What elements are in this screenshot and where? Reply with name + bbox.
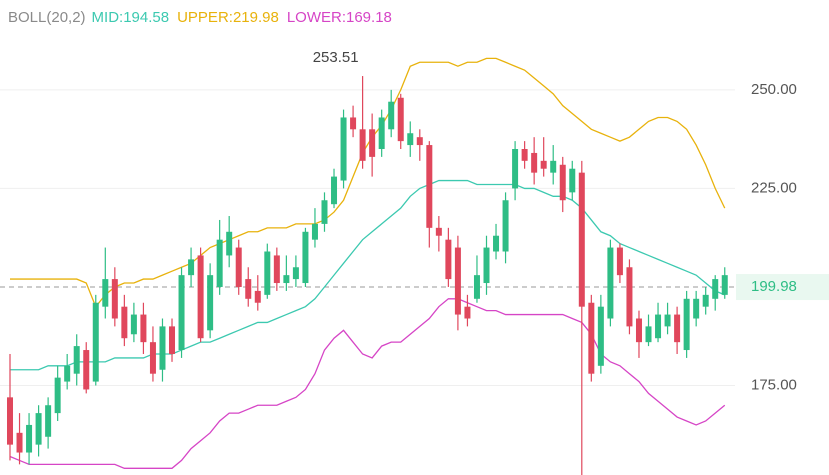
candle-body	[311, 223, 318, 240]
candle-body	[64, 365, 71, 382]
candle-body	[340, 117, 347, 181]
candle-body	[445, 239, 452, 280]
candle-body	[712, 279, 719, 299]
candle-body	[702, 294, 709, 307]
current-price-badge	[736, 274, 829, 301]
candle-body	[597, 306, 604, 366]
candle-body	[588, 302, 595, 374]
y-tick-label: 175.00	[751, 376, 797, 393]
candle-body	[159, 326, 166, 370]
candle-body	[616, 247, 623, 276]
indicator-label: BOLL(20,2)	[8, 9, 86, 26]
candle-body	[188, 259, 195, 276]
candle-body	[607, 247, 614, 319]
y-tick-label: 250.00	[751, 81, 797, 98]
candle-body	[54, 377, 61, 414]
candle-body	[321, 200, 328, 224]
candle-body	[635, 318, 642, 343]
candle-body	[283, 275, 290, 284]
candle-body	[454, 247, 461, 315]
candle-body	[254, 290, 261, 303]
candle-body	[626, 267, 633, 327]
band-line	[10, 57, 726, 308]
high-label: 253.51	[313, 49, 359, 66]
candle-body	[540, 160, 547, 169]
candle-body	[388, 101, 395, 130]
candle-body	[331, 176, 338, 205]
candle-body	[207, 275, 214, 331]
candle-body	[531, 152, 538, 173]
candle-body	[302, 231, 309, 284]
candle-body	[655, 314, 662, 339]
candle-body	[35, 413, 42, 445]
candle-body	[111, 279, 118, 319]
candle-body	[359, 129, 366, 161]
candle-body	[435, 227, 442, 236]
candle-body	[140, 314, 147, 343]
band-line	[9, 298, 726, 469]
candle-body	[473, 275, 480, 299]
candle-body	[292, 267, 299, 280]
candle-body	[92, 302, 99, 382]
candle-body	[416, 137, 423, 146]
candle-body	[693, 298, 700, 319]
candle-body	[16, 432, 23, 453]
candle-body	[407, 133, 414, 146]
candle-body	[149, 342, 156, 374]
candle-body	[578, 172, 585, 307]
candle-body	[550, 160, 557, 173]
candle-body	[102, 279, 109, 307]
candle-body	[512, 149, 519, 189]
legend-entry: UPPER:219.98	[177, 9, 279, 26]
candle-body	[569, 168, 576, 193]
candle-body	[683, 298, 690, 351]
candle-body	[664, 314, 671, 327]
legend-entry: MID:194.58	[92, 9, 170, 26]
candle-body	[559, 164, 566, 201]
candle-body	[397, 97, 404, 142]
candle-body	[521, 149, 528, 161]
candle-body	[369, 129, 376, 157]
candle-body	[83, 350, 90, 390]
candle-body	[216, 239, 223, 287]
candle-body	[721, 275, 728, 295]
candle-body	[121, 306, 128, 339]
candle-body	[426, 145, 433, 228]
candle-body	[130, 314, 137, 335]
candle-body	[493, 235, 500, 252]
candle-body	[483, 247, 490, 284]
candle-body	[235, 247, 242, 287]
y-tick-label: 225.00	[751, 179, 797, 196]
band-line	[10, 179, 725, 371]
candle-body	[169, 326, 176, 354]
candle-body	[197, 255, 204, 339]
candle-body	[464, 306, 471, 319]
candle-body	[645, 326, 652, 343]
candle-body	[674, 314, 681, 343]
candle-body	[178, 275, 185, 351]
candle-body	[45, 405, 52, 437]
candle-body	[226, 231, 233, 256]
candle-body	[26, 424, 33, 453]
candle-body	[264, 251, 271, 295]
candle-body	[245, 279, 252, 299]
candle-body	[73, 346, 80, 374]
candle-body	[378, 117, 385, 150]
candle-body	[502, 200, 509, 252]
legend-entry: LOWER:169.18	[287, 9, 392, 26]
candle-body	[273, 255, 280, 284]
current-price-label: 199.98	[751, 278, 797, 295]
candle-body	[7, 397, 13, 445]
candle-body	[350, 117, 357, 130]
